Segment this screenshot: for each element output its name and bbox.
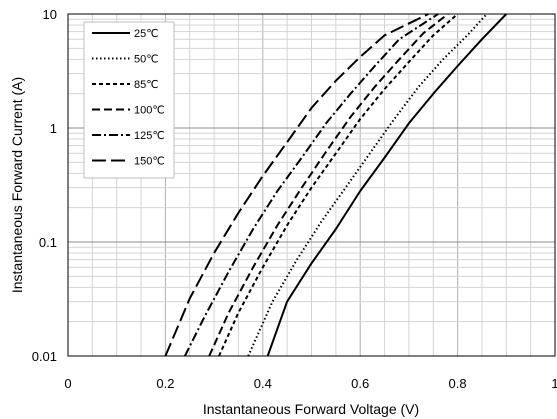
series-line-4: [184, 13, 439, 357]
x-tick-label: 1: [551, 376, 557, 391]
x-axis-title: Instantaneous Forward Voltage (V): [203, 401, 419, 417]
legend-label-0: 25℃: [134, 28, 159, 40]
tick-labels: 0 0.2 0.4 0.6 0.8 1 0.01 0.1 1 10: [32, 7, 557, 391]
legend-box: [83, 21, 175, 179]
x-tick-label: 0: [64, 376, 71, 391]
x-tick-label: 0.2: [156, 376, 174, 391]
grid-lines: [68, 13, 555, 357]
series-line-5: [164, 13, 429, 357]
x-tick-label: 0.6: [351, 376, 369, 391]
legend-label-1: 50℃: [134, 54, 159, 66]
y-tick-label: 0.1: [39, 235, 57, 250]
plot-area-frame: [67, 13, 556, 357]
legend-label-5: 150℃: [134, 156, 165, 168]
x-tick-label: 0.4: [254, 376, 272, 391]
legend: 25℃ 50℃ 85℃ 100℃ 125℃ 150℃: [92, 28, 165, 168]
y-tick-label: 10: [43, 7, 57, 22]
legend-label-2: 85℃: [134, 79, 159, 91]
series-line-2: [218, 13, 459, 357]
series-line-0: [266, 13, 508, 357]
series-line-3: [208, 13, 449, 357]
series-line-1: [247, 13, 488, 357]
y-tick-label: 1: [50, 121, 57, 136]
series-lines: [164, 13, 508, 357]
legend-label-3: 100℃: [134, 105, 165, 117]
legend-label-4: 125℃: [134, 130, 165, 142]
x-tick-label: 0.8: [449, 376, 467, 391]
y-axis-title: Instantaneous Forward Current (A): [9, 77, 25, 293]
y-tick-label: 0.01: [32, 349, 57, 364]
